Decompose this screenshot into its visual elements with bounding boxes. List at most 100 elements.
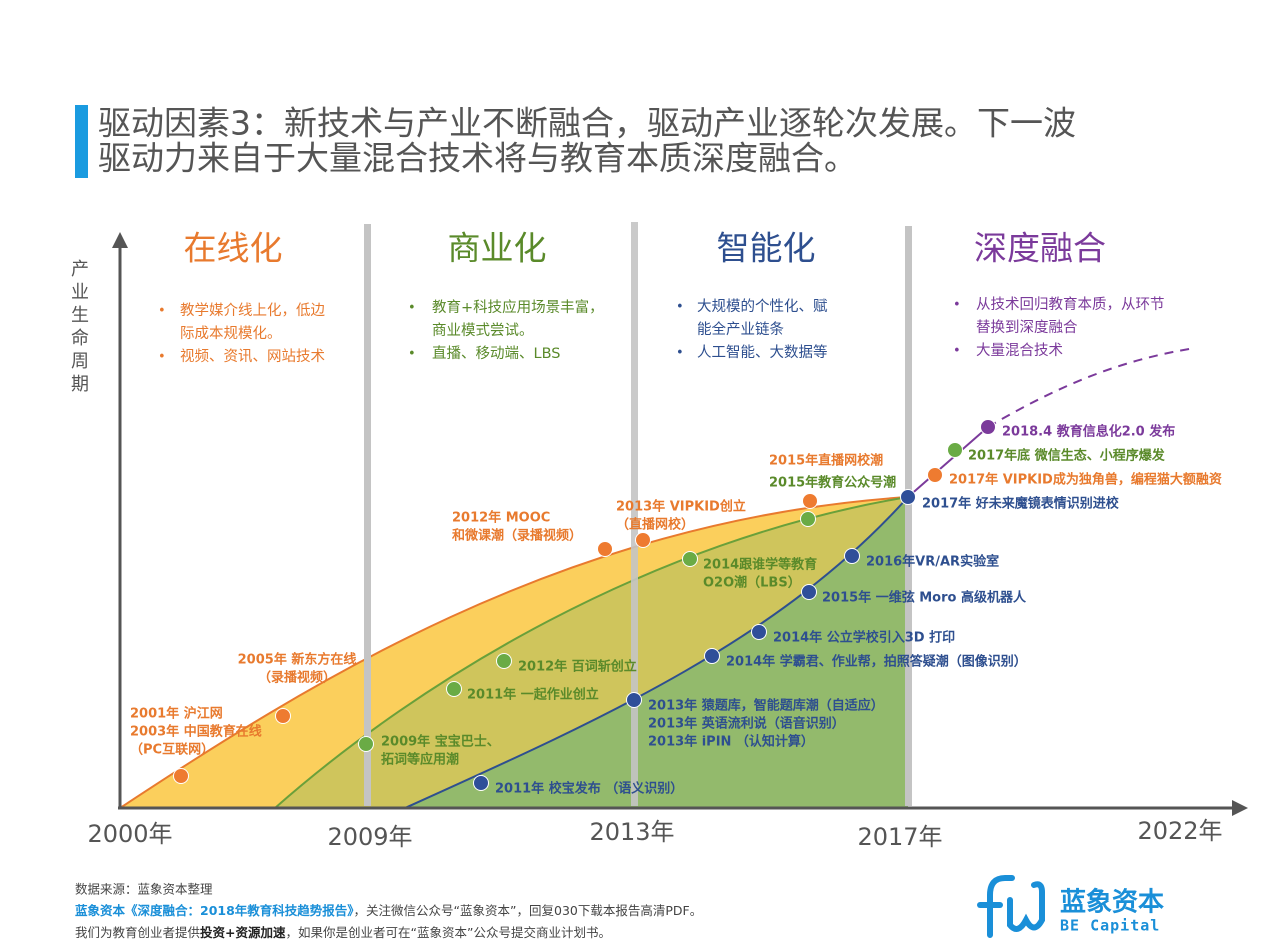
event-label: 2011年 校宝发布 （语义识别） (495, 781, 683, 797)
phase-divider (364, 224, 371, 806)
footer-text: ，关注微信公众号“蓝象资本”，回复030下载本报告高清PDF。 (354, 903, 703, 918)
bullet-dot: • (408, 301, 416, 316)
event-label: 2013年 英语流利说（语音识别） (648, 716, 845, 732)
bullet-text: 际成本规模化。 (180, 325, 282, 342)
y-axis-label: 业 (71, 282, 89, 303)
bullet-text: 直播、移动端、LBS (432, 345, 560, 362)
title-accent (75, 105, 88, 178)
event-label: 拓词等应用潮 (381, 752, 459, 768)
event-dot (900, 489, 916, 505)
event-label: 2014年 学霸君、作业帮，拍照答疑潮（图像识别） (726, 654, 1027, 670)
bullet-text: 教育+科技应用场景丰富， (432, 298, 604, 316)
event-dot (473, 775, 489, 791)
event-label: 2013年 猿题库，智能题库潮（自适应） (648, 698, 884, 714)
event-label: 2012年 百词斩创立 (518, 659, 637, 675)
y-axis-label: 生 (71, 305, 89, 326)
event-dot (682, 551, 698, 567)
x-arrow (1232, 800, 1248, 816)
logo-english: BE Capital (1060, 917, 1160, 935)
event-dot (844, 548, 860, 564)
event-dot (275, 708, 291, 724)
bullet-text: 替换到深度融合 (976, 319, 1078, 336)
event-dot (800, 511, 816, 527)
smart-area (405, 497, 908, 808)
bullet-text: 从技术回归教育本质，从环节 (976, 296, 1165, 313)
event-label: O2O潮（LBS） (703, 575, 801, 591)
bullet-text: 人工智能、大数据等 (697, 343, 828, 361)
event-label: （直播网校） (616, 517, 694, 533)
event-label: 2015年 一维弦 Moro 高级机器人 (822, 590, 1027, 606)
event-label: 2001年 沪江网 (130, 706, 223, 722)
x-axis-label: 2013年 (589, 818, 674, 846)
bullet-text: 商业模式尝试。 (432, 322, 534, 339)
phase-title: 智能化 (717, 229, 816, 268)
footer-line: 蓝象资本《深度融合：2018年教育科技趋势报告》，关注微信公众号“蓝象资本”，回… (75, 903, 702, 918)
event-dot (446, 681, 462, 697)
event-label: 2017年 好未来魔镜表情识别进校 (922, 496, 1120, 512)
source: 数据来源：蓝象资本整理 (75, 882, 213, 897)
bullet-dot: • (953, 298, 961, 313)
commerce-curve (274, 496, 909, 809)
y-axis-label: 期 (71, 374, 89, 395)
y-arrow (112, 232, 128, 248)
bullet-dot: • (408, 347, 416, 362)
event-dot (980, 419, 996, 435)
report-name: 蓝象资本《深度融合：2018年教育科技趋势报告》 (75, 903, 354, 918)
footer-emphasis: 投资+资源加速 (200, 925, 286, 940)
event-dot (173, 768, 189, 784)
event-label: 2017年底 微信生态、小程序爆发 (968, 448, 1166, 464)
footer-text: 我们为教育创业者提供 (75, 925, 200, 940)
phase-title: 商业化 (448, 229, 547, 268)
bullet-text: 能全产业链条 (697, 320, 784, 338)
footer-text: ，如果你是创业者可在“蓝象资本”公众号提交商业计划书。 (286, 925, 611, 940)
title-line: 驱动力来自于大量混合技术将与教育本质深度融合。 (98, 139, 857, 178)
event-label: 2018.4 教育信息化2.0 发布 (1002, 424, 1175, 440)
bullet-text: 大量混合技术 (976, 342, 1063, 359)
online-curve (119, 496, 909, 809)
event-label: 2015年直播网校潮 (769, 453, 883, 469)
footer-line: 我们为教育创业者提供投资+资源加速，如果你是创业者可在“蓝象资本”公众号提交商业… (75, 925, 611, 940)
title-line: 驱动因素3：新技术与产业不断融合，驱动产业逐轮次发展。下一波 (98, 104, 1076, 143)
event-dot (801, 584, 817, 600)
event-label: 2013年 iPIN （认知计算） (648, 734, 814, 750)
event-label: 2003年 中国教育在线 (130, 724, 262, 740)
event-dot (704, 648, 720, 664)
bullet-dot: • (158, 350, 166, 365)
future-curve (987, 347, 1196, 428)
event-dot (496, 653, 512, 669)
event-dot (635, 532, 651, 548)
bullet-dot: • (158, 304, 166, 319)
bullet-dot: • (676, 346, 684, 361)
event-dot (802, 493, 818, 509)
x-axis-label: 2022年 (1137, 817, 1222, 845)
event-label: 2009年 宝宝巴士、 (381, 734, 500, 750)
x-axis-label: 2017年 (857, 823, 942, 851)
event-label: （PC互联网） (130, 742, 214, 758)
logo-name: 蓝象资本 (1060, 887, 1164, 918)
phase-divider (631, 222, 638, 806)
fusion-curve (907, 426, 989, 498)
x-axis-label: 2000年 (87, 820, 172, 848)
event-dot (358, 736, 374, 752)
event-dot (597, 541, 613, 557)
event-dot (626, 692, 642, 708)
y-axis-label: 命 (71, 328, 89, 349)
event-label: 2014跟谁学等教育 (703, 557, 817, 573)
phase-divider (905, 226, 912, 806)
event-dot (927, 467, 943, 483)
event-label: 2005年 新东方在线 (238, 652, 357, 668)
y-axis-label: 周 (71, 351, 89, 372)
event-label: 2012年 MOOC (452, 510, 550, 526)
bullet-text: 教学媒介线上化，低边 (180, 302, 325, 319)
event-label: 2014年 公立学校引入3D 打印 (773, 630, 955, 646)
event-label: 2015年教育公众号潮 (769, 475, 896, 491)
bullet-dot: • (676, 300, 684, 315)
bullet-dot: • (953, 344, 961, 359)
event-dot (947, 442, 963, 458)
phase-title: 在线化 (184, 229, 283, 268)
bullet-text: 视频、资讯、网站技术 (180, 348, 325, 365)
event-label: 2017年 VIPKID成为独角兽，编程猫大额融资 (949, 472, 1222, 488)
x-axis-label: 2009年 (327, 823, 412, 851)
event-label: 2013年 VIPKID创立 (616, 499, 746, 515)
